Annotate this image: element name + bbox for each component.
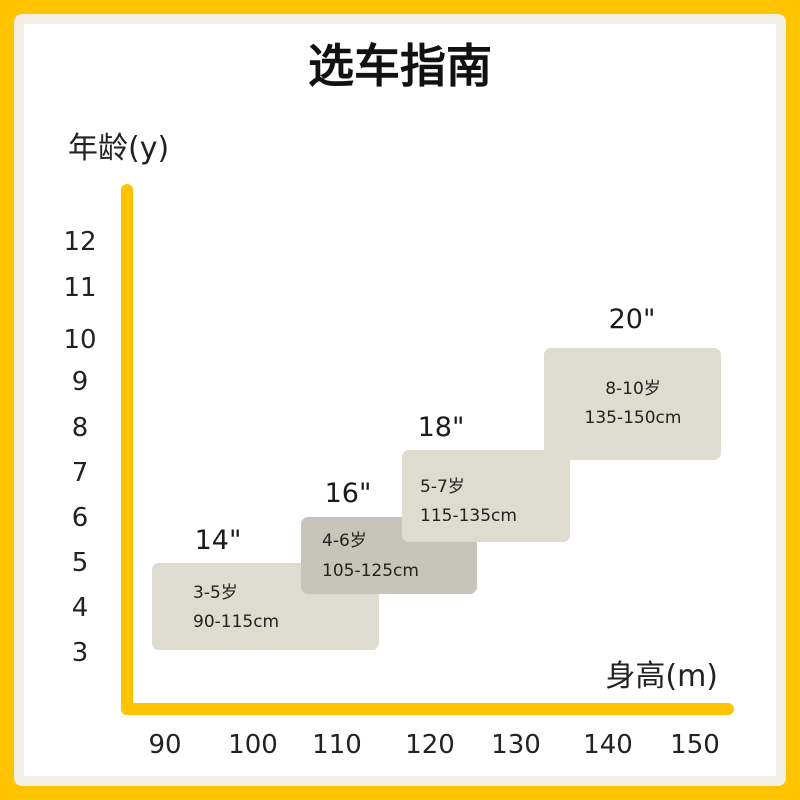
y-tick-label: 4 xyxy=(72,593,89,623)
age-range-label: 8-10岁 xyxy=(605,379,661,399)
x-ticks: 90 100 110 120 130 140 150 xyxy=(148,730,719,760)
x-axis-label: 身高(m) xyxy=(605,659,718,694)
height-range-label: 115-135cm xyxy=(420,506,517,526)
height-range-label: 105-125cm xyxy=(322,561,419,581)
age-range-label: 4-6岁 xyxy=(322,531,367,551)
chart-title: 选车指南 xyxy=(308,39,492,93)
y-ticks: 12 11 10 9 8 7 6 5 4 3 xyxy=(63,227,96,668)
x-tick-label: 90 xyxy=(148,730,181,760)
size-box: 18" 5-7岁 115-135cm xyxy=(402,412,570,542)
height-range-label: 135-150cm xyxy=(585,408,682,428)
x-tick-label: 100 xyxy=(228,730,278,760)
size-box-rect xyxy=(402,450,570,542)
size-box-rect xyxy=(544,348,721,460)
y-tick-label: 12 xyxy=(63,227,96,257)
x-tick-label: 140 xyxy=(583,730,633,760)
y-tick-label: 11 xyxy=(63,273,96,303)
y-tick-label: 7 xyxy=(72,458,89,488)
bike-size-label: 16" xyxy=(325,478,372,509)
y-tick-label: 5 xyxy=(72,548,89,578)
boxes-layer: 14" 3-5岁 90-115cm 16" 4-6岁 105-125cm 18" 5-7岁 11… xyxy=(152,304,721,650)
y-tick-label: 9 xyxy=(72,367,89,397)
bike-size-label: 14" xyxy=(195,525,242,556)
height-range-label: 90-115cm xyxy=(193,612,279,632)
y-tick-label: 10 xyxy=(63,325,96,355)
y-tick-label: 3 xyxy=(72,638,89,668)
x-tick-label: 120 xyxy=(405,730,455,760)
bike-size-label: 20" xyxy=(609,304,656,335)
x-tick-label: 130 xyxy=(491,730,541,760)
y-axis-label: 年龄(y) xyxy=(68,131,169,166)
y-tick-label: 6 xyxy=(72,503,89,533)
y-tick-label: 8 xyxy=(72,413,89,443)
x-tick-label: 150 xyxy=(670,730,720,760)
x-tick-label: 110 xyxy=(312,730,362,760)
bike-size-label: 18" xyxy=(418,412,465,443)
age-range-label: 5-7岁 xyxy=(420,477,465,497)
size-box: 20" 8-10岁 135-150cm xyxy=(544,304,721,460)
age-range-label: 3-5岁 xyxy=(193,583,238,603)
